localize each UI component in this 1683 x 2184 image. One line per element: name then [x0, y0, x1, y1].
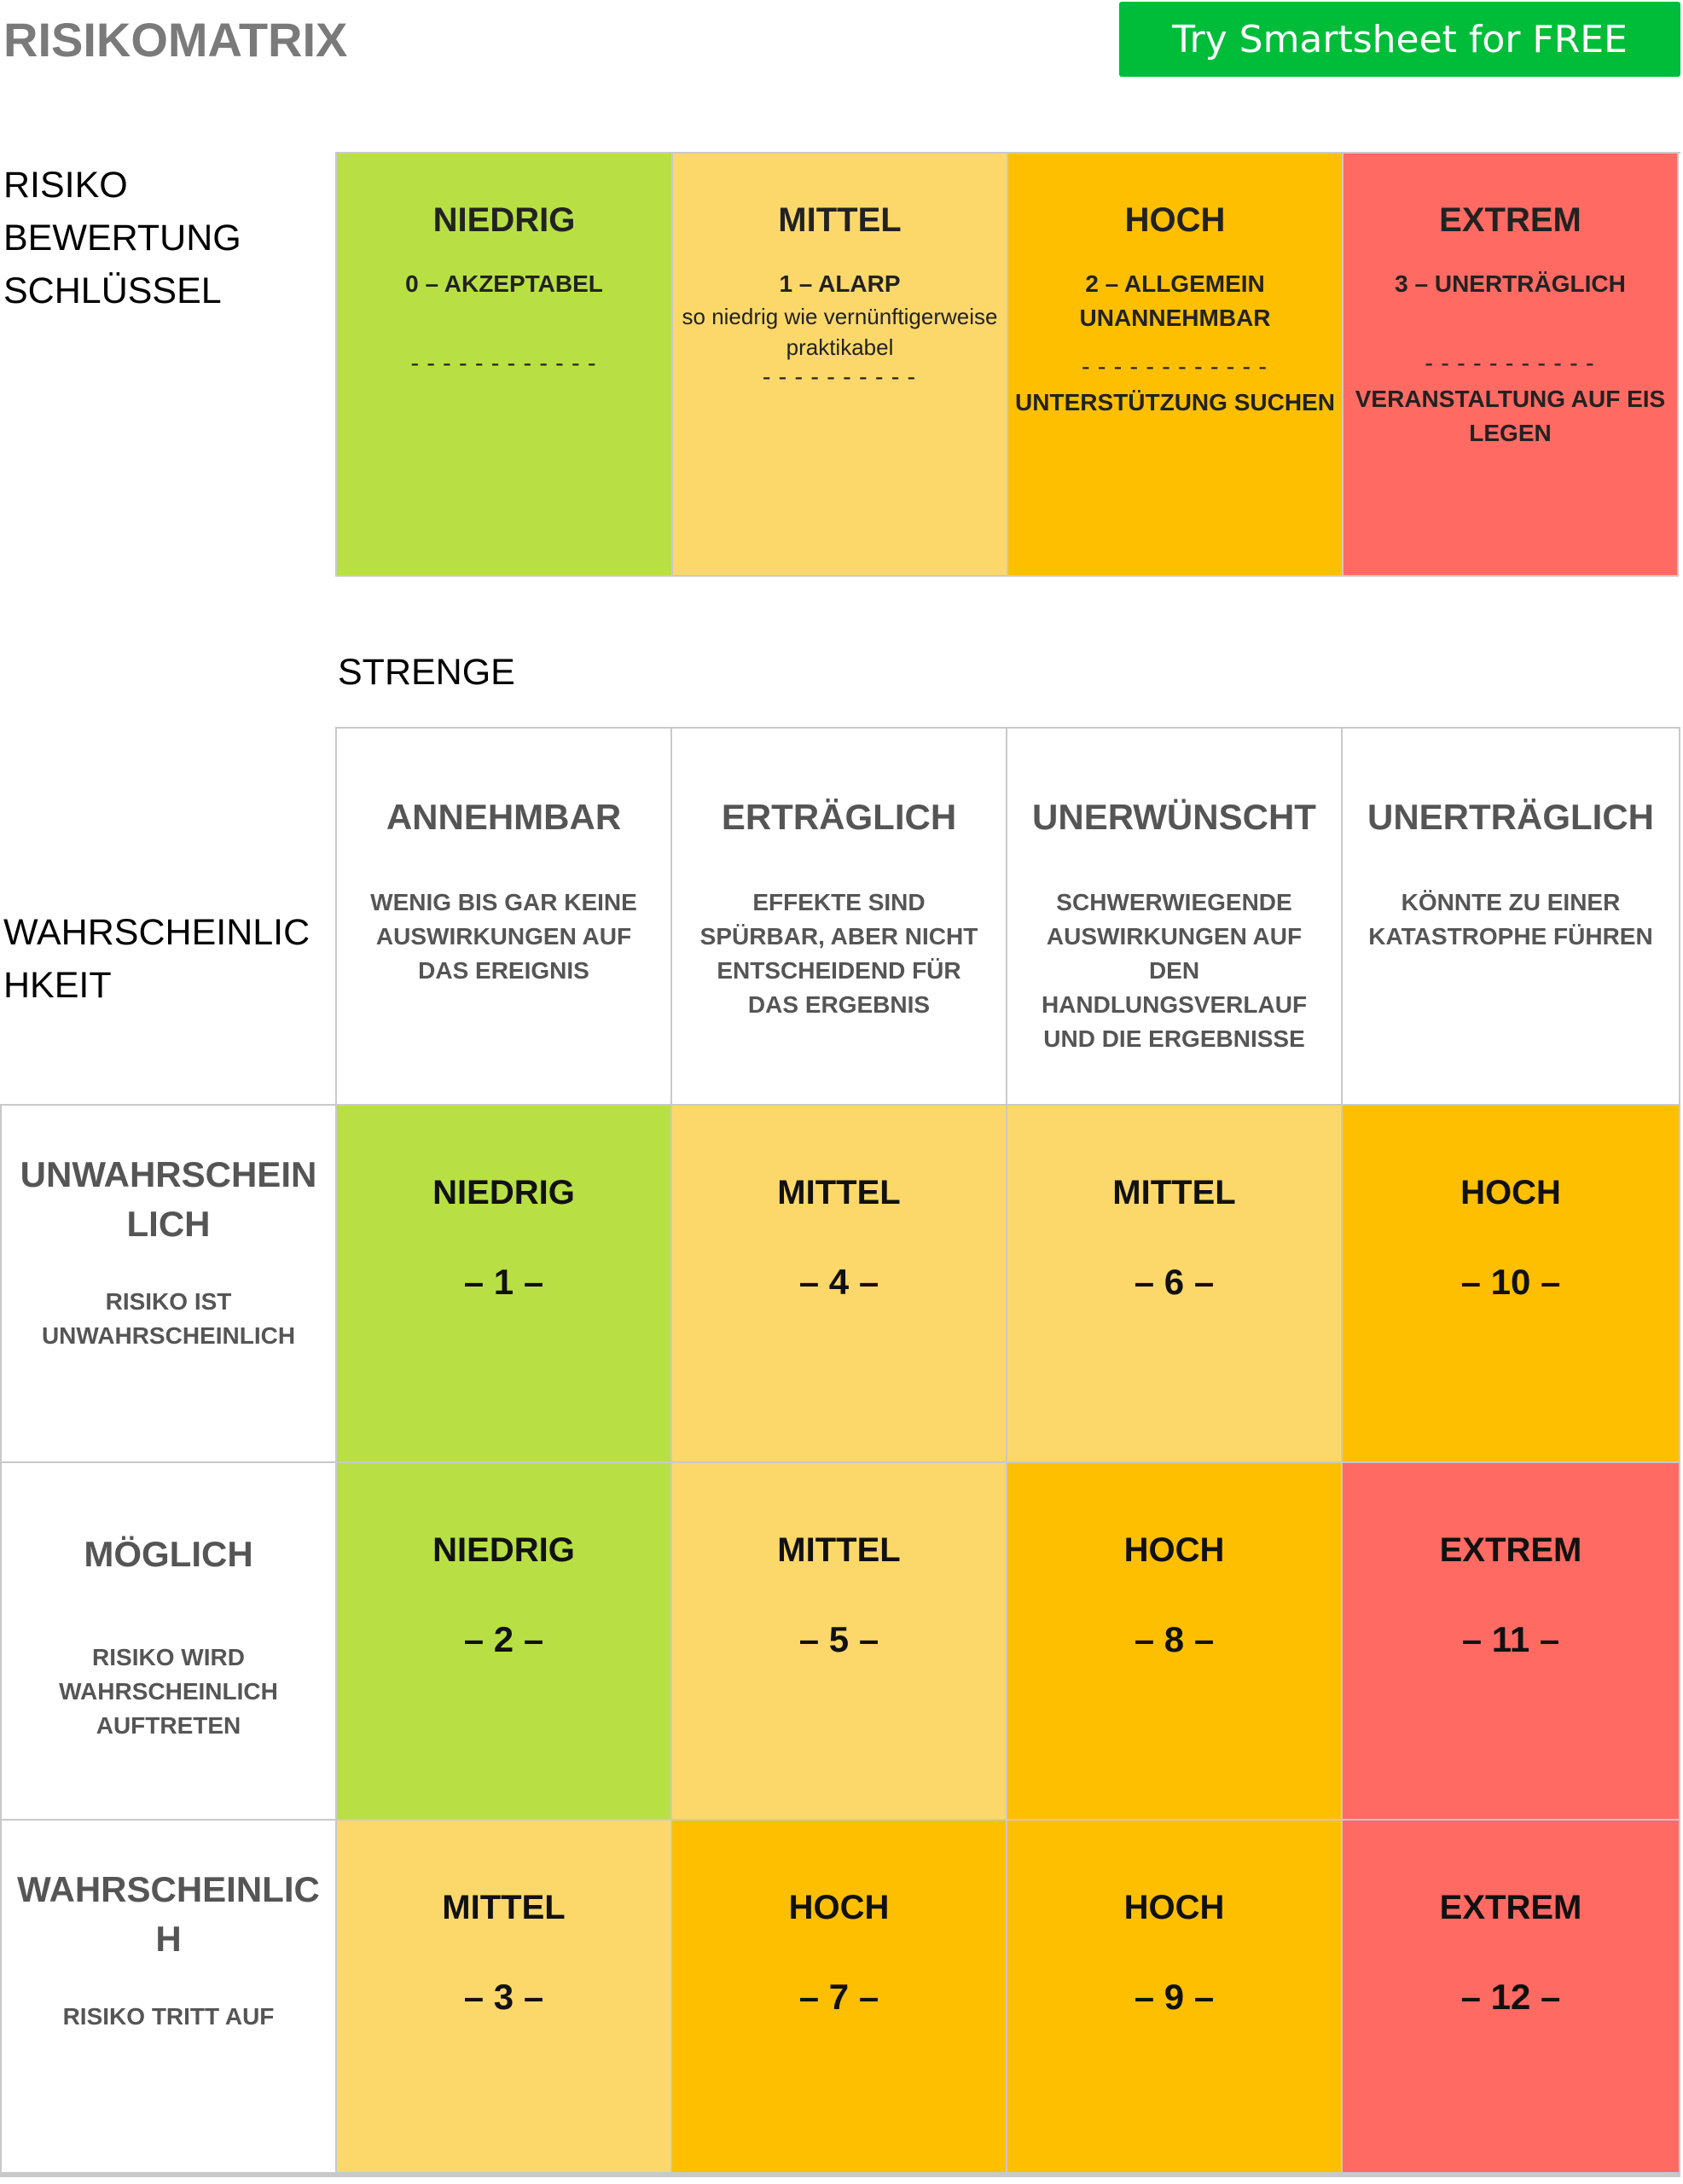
page-title: RISIKOMATRIX: [3, 13, 348, 67]
key-title: EXTREM: [1439, 201, 1581, 239]
matrix-cell: MITTEL – 6 –: [1007, 1106, 1343, 1463]
matrix-level: MITTEL: [442, 1889, 566, 1926]
matrix-number: – 11 –: [1461, 1619, 1560, 1659]
try-smartsheet-button[interactable]: Try Smartsheet for FREE: [1119, 2, 1680, 77]
matrix-level: HOCH: [788, 1889, 890, 1926]
matrix-level: NIEDRIG: [432, 1531, 575, 1569]
matrix-cell: HOCH – 9 –: [1007, 1821, 1343, 2177]
matrix-level: MITTEL: [777, 1174, 901, 1211]
matrix-cell: EXTREM – 12 –: [1343, 1821, 1680, 2177]
matrix-number: – 12 –: [1460, 1977, 1561, 2017]
key-cell-medium: MITTEL 1 – ALARP so niedrig wie vernünft…: [673, 154, 1008, 577]
matrix-level: HOCH: [1123, 1531, 1225, 1569]
matrix-cell: NIEDRIG – 2 –: [337, 1463, 672, 1821]
matrix-cell: EXTREM – 11 –: [1343, 1463, 1680, 1821]
likelihood-row-unlikely: UNWAHRSCHEIN LICH RISIKO IST UNWAHRSCHEI…: [2, 1106, 337, 1463]
key-title: HOCH: [1124, 201, 1226, 239]
matrix-cell: MITTEL – 5 –: [672, 1463, 1007, 1821]
matrix-level: MITTEL: [1112, 1174, 1236, 1211]
key-subtitle: 3 – UNERTRÄGLICH: [1395, 270, 1626, 297]
severity-title: UNERTRÄGLICH: [1367, 797, 1654, 837]
matrix-number: – 3 –: [463, 1977, 544, 2017]
key-title: MITTEL: [778, 201, 902, 239]
likelihood-title: MÖGLICH: [84, 1534, 253, 1574]
key-subtitle: 0 – AKZEPTABEL: [405, 270, 603, 297]
key-action: VERANSTALTUNG AUF EIS LEGEN: [1355, 386, 1666, 446]
key-cell-extreme: EXTREM 3 – UNERTRÄGLICH ----------- VERA…: [1343, 154, 1679, 577]
severity-desc: KÖNNTE ZU EINER KATASTROPHE FÜHREN: [1368, 889, 1653, 950]
key-note: so niedrig wie vernünftigerweise praktik…: [682, 304, 998, 360]
key-subtitle: 2 – ALLGEMEIN UNANNEHMBAR: [1079, 270, 1271, 331]
matrix-level: MITTEL: [777, 1531, 901, 1569]
matrix-number: – 6 –: [1134, 1262, 1215, 1302]
severity-desc: WENIG BIS GAR KEINE AUSWIRKUNGEN AUF DAS…: [370, 889, 637, 984]
severity-title: ANNEHMBAR: [386, 797, 622, 837]
matrix-cell: HOCH – 8 –: [1007, 1463, 1343, 1821]
matrix-level: HOCH: [1123, 1889, 1225, 1926]
severity-col-undesirable: UNERWÜNSCHT SCHWERWIEGENDE AUSWIRKUNGEN …: [1007, 729, 1343, 1106]
matrix-cell: MITTEL – 3 –: [337, 1821, 672, 2177]
likelihood-row-possible: MÖGLICH RISIKO WIRD WAHRSCHEINLICH AUFTR…: [2, 1463, 337, 1821]
risk-key-table: NIEDRIG 0 – AKZEPTABEL ------------ MITT…: [335, 152, 1680, 577]
matrix-level: EXTREM: [1439, 1531, 1582, 1569]
matrix-level: NIEDRIG: [432, 1174, 575, 1211]
likelihood-row-likely: WAHRSCHEINLIC H RISIKO TRITT AUF: [2, 1821, 337, 2177]
matrix-cell: HOCH – 10 –: [1343, 1106, 1680, 1463]
severity-desc: SCHWERWIEGENDE AUSWIRKUNGEN AUF DEN HAND…: [1041, 889, 1308, 1052]
key-cell-low: NIEDRIG 0 – AKZEPTABEL ------------: [337, 154, 673, 577]
key-divider: ------------: [1078, 352, 1272, 380]
severity-col-acceptable: ANNEHMBAR WENIG BIS GAR KEINE AUSWIRKUNG…: [337, 729, 672, 1106]
key-divider: ------------: [407, 349, 601, 377]
matrix-level: EXTREM: [1439, 1889, 1582, 1926]
key-divider: -----------: [1421, 349, 1599, 377]
matrix-number: – 8 –: [1134, 1619, 1215, 1659]
matrix-number: – 9 –: [1134, 1977, 1215, 2017]
severity-col-intolerable: UNERTRÄGLICH KÖNNTE ZU EINER KATASTROPHE…: [1343, 729, 1680, 1106]
matrix-number: – 5 –: [798, 1619, 879, 1659]
severity-title: ERTRÄGLICH: [721, 797, 957, 837]
key-divider: ----------: [759, 363, 920, 391]
severity-label: STRENGE: [338, 652, 515, 693]
risk-matrix: ANNEHMBAR WENIG BIS GAR KEINE AUSWIRKUNG…: [0, 727, 1680, 2177]
key-title: NIEDRIG: [432, 201, 576, 239]
key-cell-high: HOCH 2 – ALLGEMEIN UNANNEHMBAR ---------…: [1008, 154, 1343, 577]
matrix-cell: NIEDRIG – 1 –: [337, 1106, 672, 1463]
likelihood-desc: RISIKO TRITT AUF: [62, 2003, 275, 2030]
likelihood-title: WAHRSCHEINLIC H: [17, 1869, 320, 1959]
matrix-cell: MITTEL – 4 –: [672, 1106, 1007, 1463]
matrix-number: – 1 –: [463, 1262, 544, 1302]
severity-title: UNERWÜNSCHT: [1032, 797, 1316, 837]
matrix-number: – 4 –: [798, 1262, 879, 1302]
matrix-number: – 10 –: [1460, 1262, 1561, 1302]
matrix-number: – 2 –: [463, 1619, 544, 1659]
matrix-number: – 7 –: [798, 1977, 879, 2017]
likelihood-desc: RISIKO IST UNWAHRSCHEINLICH: [41, 1288, 296, 1349]
matrix-level: HOCH: [1460, 1174, 1561, 1211]
key-subtitle: 1 – ALARP: [779, 270, 901, 297]
likelihood-label: WAHRSCHEINLIC HKEIT: [3, 912, 310, 1006]
likelihood-desc: RISIKO WIRD WAHRSCHEINLICH AUFTRETEN: [59, 1644, 278, 1739]
key-action: UNTERSTÜTZUNG SUCHEN: [1015, 389, 1335, 415]
likelihood-title: UNWAHRSCHEIN LICH: [20, 1154, 317, 1244]
severity-desc: EFFEKTE SIND SPÜRBAR, ABER NICHT ENTSCHE…: [699, 889, 978, 1018]
matrix-cell: HOCH – 7 –: [672, 1821, 1007, 2177]
risk-key-label: RISIKO BEWERTUNG SCHLÜSSEL: [3, 165, 241, 311]
severity-col-tolerable: ERTRÄGLICH EFFEKTE SIND SPÜRBAR, ABER NI…: [672, 729, 1007, 1106]
